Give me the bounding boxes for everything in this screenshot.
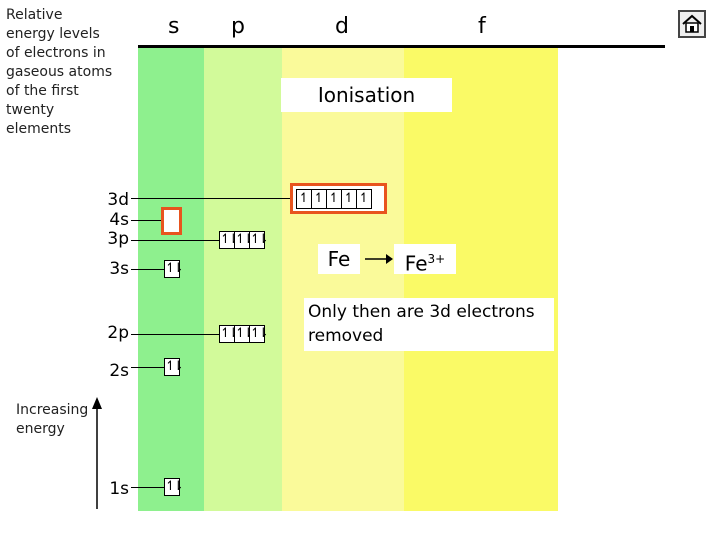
home-icon (682, 14, 702, 33)
level-2p-label: 2p (107, 323, 129, 343)
level-4s-label: 4s (109, 210, 129, 230)
orbital-3p-3: ↿⇂ (249, 231, 269, 249)
d-block-column (282, 48, 404, 511)
orbitals-3p: ↿⇂ ↿⇂ ↿⇂ (219, 231, 269, 249)
energy-axis-arrow (92, 397, 102, 509)
level-1s-line (131, 487, 164, 488)
level-2p-line (131, 334, 221, 335)
orbital-2p-1: ↿⇂ (219, 325, 239, 343)
orbital-2p-3: ↿⇂ (249, 325, 269, 343)
ionisation-label: Ionisation (281, 78, 452, 112)
f-header: f (478, 14, 486, 39)
level-1s-label: 1s (109, 479, 129, 499)
reaction-arrow (365, 254, 393, 264)
orbitals-2p: ↿⇂ ↿⇂ ↿⇂ (219, 325, 269, 343)
level-2s-label: 2s (109, 361, 129, 381)
product-charge: 3+ (427, 252, 446, 266)
f-block-column (404, 48, 558, 511)
level-3d-line (131, 198, 291, 199)
orbital-3d-2: ↿ (311, 188, 327, 209)
orbital-3p-2: ↿⇂ (234, 231, 254, 249)
level-2s-line (131, 367, 164, 368)
orbital-1s: ↿⇂ (164, 478, 184, 496)
p-block-column (204, 48, 282, 511)
header-divider (138, 45, 665, 48)
d-header: d (335, 14, 349, 39)
reactant-fe: Fe (318, 244, 360, 274)
orbital-3d-5: ↿ (356, 188, 372, 209)
s-header: s (168, 14, 180, 39)
level-3s-line (131, 269, 164, 270)
home-button[interactable] (678, 10, 706, 38)
orbitals-3d: ↿ ↿ ↿ ↿ ↿ (290, 183, 387, 214)
level-3s-label: 3s (109, 259, 129, 279)
orbital-3s: ↿⇂ (164, 260, 184, 278)
orbital-2s: ↿⇂ (164, 358, 184, 376)
product-symbol: Fe (404, 251, 428, 276)
energy-axis-label: Increasing energy (16, 402, 89, 437)
level-3d-label: 3d (107, 190, 129, 210)
orbital-3d-3: ↿ (326, 188, 342, 209)
s-block-column (138, 48, 204, 511)
orbital-3d-4: ↿ (341, 188, 357, 209)
diagram-title: Relative energy levels of electrons in g… (6, 7, 113, 137)
level-3p-label: 3p (107, 229, 129, 249)
p-header: p (231, 14, 245, 39)
orbital-4s-empty (161, 207, 182, 235)
orbital-2p-2: ↿⇂ (234, 325, 254, 343)
orbital-3p-1: ↿⇂ (219, 231, 239, 249)
level-3p-line (131, 240, 221, 241)
orbital-3d-1: ↿ (296, 188, 312, 209)
level-4s-line (131, 220, 161, 221)
product-fe3plus: Fe3+ (394, 244, 456, 276)
explanation-note: Only then are 3d electrons removed (304, 298, 554, 351)
